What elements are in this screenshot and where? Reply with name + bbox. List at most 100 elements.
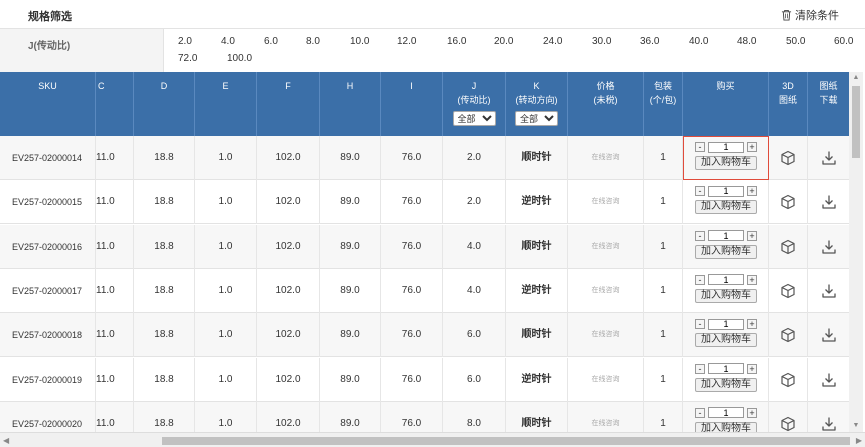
horizontal-scroll-thumb[interactable] [162, 437, 850, 445]
i-cell: 76.0 [381, 313, 443, 358]
increase-quantity-button[interactable]: + [747, 274, 757, 285]
increase-quantity-button[interactable]: + [747, 407, 757, 418]
direction-cell: 顺时针 [506, 136, 568, 180]
ratio-column-filter[interactable]: 全部 [452, 111, 496, 126]
ratio-filter-option[interactable]: 20.0 [494, 36, 514, 47]
scroll-left-arrow-icon[interactable]: ◀ [3, 436, 10, 445]
sku-cell: EV257-02000018 [0, 313, 96, 358]
quantity-stepper[interactable]: -+ [695, 407, 759, 419]
quantity-input[interactable] [708, 274, 744, 286]
header-3d: 3D 图纸 [769, 72, 808, 136]
ratio-filter-option[interactable]: 50.0 [786, 36, 806, 47]
quantity-input[interactable] [708, 141, 744, 153]
ratio-filter-option[interactable]: 36.0 [640, 36, 660, 47]
ratio-filter-option[interactable]: 6.0 [264, 36, 278, 47]
price-cell: 在线咨询 [568, 136, 644, 180]
download-icon[interactable] [808, 180, 849, 224]
download-icon[interactable] [808, 358, 849, 402]
quantity-stepper[interactable]: -+ [695, 185, 759, 197]
f-cell: 102.0 [257, 224, 320, 269]
add-to-cart-button[interactable]: 加入购物车 [695, 200, 757, 215]
decrease-quantity-button[interactable]: - [695, 186, 705, 197]
header-f: F [257, 72, 320, 136]
scroll-up-arrow-icon[interactable]: ▲ [852, 74, 860, 81]
ratio-filter-option[interactable]: 8.0 [306, 36, 320, 47]
pack-cell: 1 [644, 357, 683, 402]
sku-cell: EV257-02000016 [0, 224, 96, 269]
ratio-filter-option[interactable]: 10.0 [350, 36, 370, 47]
increase-quantity-button[interactable]: + [747, 319, 757, 330]
ratio-filter-option[interactable]: 24.0 [543, 36, 563, 47]
add-to-cart-button[interactable]: 加入购物车 [695, 333, 757, 348]
buy-cell: -+加入购物车 [683, 180, 769, 225]
quantity-stepper[interactable]: -+ [695, 318, 759, 330]
header-pack: 包装 (个/包) [644, 72, 683, 136]
add-to-cart-button[interactable]: 加入购物车 [695, 288, 757, 303]
quantity-input[interactable] [708, 230, 744, 242]
price-cell: 在线咨询 [568, 180, 644, 225]
ratio-filter-option[interactable]: 72.0 [178, 53, 198, 64]
quantity-input[interactable] [708, 407, 744, 419]
ratio-filter-option[interactable]: 12.0 [397, 36, 417, 47]
quantity-stepper[interactable]: -+ [695, 141, 759, 153]
download-icon[interactable] [808, 225, 849, 269]
decrease-quantity-button[interactable]: - [695, 230, 705, 241]
quantity-stepper[interactable]: -+ [695, 274, 759, 286]
ratio-filter-option[interactable]: 48.0 [737, 36, 757, 47]
decrease-quantity-button[interactable]: - [695, 319, 705, 330]
add-to-cart-button[interactable]: 加入购物车 [695, 156, 757, 170]
decrease-quantity-button[interactable]: - [695, 142, 705, 152]
price-cell: 在线咨询 [568, 224, 644, 269]
ratio-filter-option[interactable]: 60.0 [834, 36, 854, 47]
quantity-stepper[interactable]: -+ [695, 363, 759, 375]
f-cell: 102.0 [257, 136, 320, 180]
scroll-down-arrow-icon[interactable]: ▼ [852, 422, 860, 429]
ratio-filter-option[interactable]: 100.0 [227, 53, 253, 64]
ratio-filter-option[interactable]: 16.0 [447, 36, 467, 47]
decrease-quantity-button[interactable]: - [695, 274, 705, 285]
ratio-filter-option[interactable]: 2.0 [178, 36, 192, 47]
download-icon[interactable] [808, 269, 849, 313]
decrease-quantity-button[interactable]: - [695, 363, 705, 374]
e-cell: 1.0 [195, 224, 257, 269]
horizontal-scrollbar[interactable]: ◀ ▶ [0, 432, 865, 447]
decrease-quantity-button[interactable]: - [695, 407, 705, 418]
scroll-right-arrow-icon[interactable]: ▶ [855, 436, 862, 445]
ratio-filter-option[interactable]: 30.0 [592, 36, 612, 47]
direction-column-filter[interactable]: 全部 [515, 111, 558, 126]
cube-3d-icon[interactable] [769, 268, 808, 313]
table-row: EV257-02000017 11.0 18.8 1.0 102.0 89.0 76.0 4.… [0, 268, 849, 313]
increase-quantity-button[interactable]: + [747, 186, 757, 197]
vertical-scrollbar[interactable]: ▲ ▼ [849, 72, 863, 432]
f-cell: 102.0 [257, 268, 320, 313]
header-price: 价格 (未税) [568, 72, 644, 136]
e-cell: 1.0 [195, 357, 257, 402]
download-icon[interactable] [808, 402, 849, 432]
vertical-scroll-thumb[interactable] [852, 86, 860, 158]
add-to-cart-button[interactable]: 加入购物车 [695, 377, 757, 392]
f-cell: 102.0 [257, 401, 320, 432]
cube-3d-icon[interactable] [769, 180, 808, 225]
cube-3d-icon[interactable] [769, 357, 808, 402]
quantity-input[interactable] [708, 185, 744, 197]
add-to-cart-button[interactable]: 加入购物车 [695, 421, 757, 432]
increase-quantity-button[interactable]: + [747, 142, 757, 152]
quantity-input[interactable] [708, 318, 744, 330]
clear-filters-button[interactable]: 清除条件 [781, 7, 839, 23]
ratio-filter-option[interactable]: 40.0 [689, 36, 709, 47]
cube-3d-icon[interactable] [769, 401, 808, 432]
increase-quantity-button[interactable]: + [747, 363, 757, 374]
c-cell: 11.0 [96, 268, 134, 313]
quantity-stepper[interactable]: -+ [695, 230, 759, 242]
cube-3d-icon[interactable] [769, 136, 808, 180]
direction-cell: 顺时针 [506, 401, 568, 432]
cube-3d-icon[interactable] [769, 224, 808, 269]
download-icon[interactable] [808, 313, 849, 357]
add-to-cart-button[interactable]: 加入购物车 [695, 244, 757, 259]
quantity-input[interactable] [708, 363, 744, 374]
cube-3d-icon[interactable] [769, 313, 808, 358]
ratio-filter-option[interactable]: 4.0 [221, 36, 235, 47]
download-icon[interactable] [808, 136, 849, 180]
increase-quantity-button[interactable]: + [747, 230, 757, 241]
price-cell: 在线咨询 [568, 357, 644, 402]
